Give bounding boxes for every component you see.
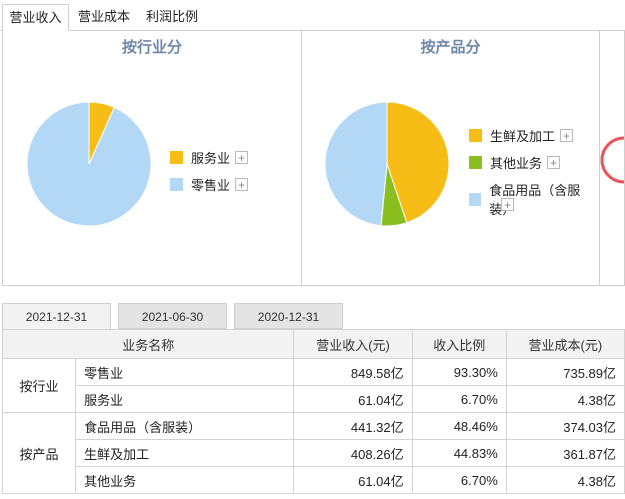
- expand-plus-icon[interactable]: +: [235, 151, 249, 164]
- row-revenue: 61.04亿: [293, 385, 413, 413]
- date-tab-2021-12-31[interactable]: 2021-12-31: [2, 303, 111, 330]
- row-name: 服务业: [75, 385, 295, 413]
- legend-swatch: [170, 151, 183, 164]
- industry-chart-title: 按行业分: [121, 39, 182, 56]
- col-header-revenue: 营业收入(元): [293, 329, 413, 359]
- expand-plus-icon[interactable]: +: [235, 178, 249, 191]
- row-name: 零售业: [75, 358, 295, 386]
- table-row: 按行业 零售业 849.58亿 93.30% 735.89亿: [1, 358, 625, 413]
- table-row: 生鲜及加工 408.26亿 44.83% 361.87亿: [3, 439, 625, 467]
- row-cost: 374.03亿: [505, 412, 625, 440]
- product-chart-title: 按产品分: [420, 39, 481, 56]
- row-cost: 4.38亿: [505, 385, 625, 413]
- group-label-industry: 按行业: [1, 358, 77, 413]
- legend-item-other: 其他业务 +: [469, 153, 561, 172]
- row-name: 其他业务: [75, 466, 295, 494]
- row-name: 食品用品（含服装）: [75, 412, 295, 440]
- table-row: 按产品 食品用品（含服装） 441.32亿 48.46% 374.03亿: [1, 412, 625, 494]
- row-ratio: 44.83%: [411, 439, 507, 467]
- legend-swatch: [469, 156, 482, 169]
- row-cost: 4.38亿: [505, 466, 625, 494]
- row-revenue: 849.58亿: [293, 358, 413, 386]
- expand-plus-icon[interactable]: +: [560, 129, 574, 142]
- legend-item-service: 服务业 +: [170, 148, 249, 167]
- row-ratio: 93.30%: [411, 358, 507, 386]
- product-chart-panel: 按产品分 生鲜及加工 + 其他业务 + 食品用品（含服装） +: [302, 30, 600, 285]
- row-ratio: 6.70%: [411, 385, 507, 413]
- business-breakdown-table: 业务名称 营业收入(元) 收入比例 营业成本(元) 按行业 零售业 849.58…: [1, 329, 625, 494]
- legend-label: 其他业务: [490, 156, 543, 171]
- row-name: 生鲜及加工: [75, 439, 295, 467]
- col-header-ratio: 收入比例: [411, 329, 507, 359]
- legend-label: 服务业: [191, 151, 231, 166]
- pie-slice-零售业[interactable]: [26, 101, 152, 227]
- top-tab-bar: 营业收入 营业成本 利润比例: [0, 0, 625, 31]
- clipped-pie-edge: [600, 136, 624, 184]
- table-row: 其他业务 61.04亿 6.70% 4.38亿: [3, 466, 625, 494]
- legend-label: 零售业: [191, 178, 231, 193]
- col-header-business-name: 业务名称: [1, 329, 295, 359]
- tab-cost[interactable]: 营业成本: [77, 9, 130, 24]
- legend-item-food: 食品用品（含服装）: [469, 180, 599, 218]
- third-chart-panel-clipped: [600, 30, 624, 285]
- row-ratio: 48.46%: [411, 412, 507, 440]
- col-header-cost: 营业成本(元): [505, 329, 625, 359]
- pie-slice-生鲜及加工[interactable]: [386, 101, 450, 224]
- group-label-product: 按产品: [1, 412, 77, 494]
- tab-profit-ratio[interactable]: 利润比例: [145, 9, 198, 24]
- row-revenue: 61.04亿: [293, 466, 413, 494]
- expand-plus-icon[interactable]: +: [501, 198, 514, 211]
- legend-item-fresh: 生鲜及加工 +: [469, 126, 574, 145]
- legend-swatch: [469, 192, 482, 206]
- chart-panels: 按行业分 服务业 + 零售业 + 按产品分 生鲜及加工 + 其他业务 + 食品用…: [2, 30, 625, 286]
- product-pie-chart: [324, 101, 450, 227]
- legend-swatch: [170, 178, 183, 191]
- legend-item-retail: 零售业 +: [170, 175, 249, 194]
- date-tab-2021-06-30[interactable]: 2021-06-30: [118, 303, 227, 329]
- date-tab-2020-12-31[interactable]: 2020-12-31: [234, 303, 343, 329]
- row-cost: 361.87亿: [505, 439, 625, 467]
- expand-plus-icon[interactable]: +: [547, 156, 561, 169]
- table-header-row: 业务名称 营业收入(元) 收入比例 营业成本(元): [1, 329, 625, 359]
- table-row: 服务业 61.04亿 6.70% 4.38亿: [3, 385, 625, 413]
- row-revenue: 408.26亿: [293, 439, 413, 467]
- row-ratio: 6.70%: [411, 466, 507, 494]
- row-cost: 735.89亿: [505, 358, 625, 386]
- tab-revenue[interactable]: 营业收入: [2, 4, 69, 31]
- industry-pie-chart: [26, 101, 152, 227]
- legend-swatch: [469, 129, 482, 142]
- row-revenue: 441.32亿: [293, 412, 413, 440]
- industry-chart-panel: 按行业分 服务业 + 零售业 +: [3, 30, 302, 285]
- legend-label: 生鲜及加工: [490, 129, 556, 144]
- pie-slice-食品用品（含服装）[interactable]: [324, 101, 388, 227]
